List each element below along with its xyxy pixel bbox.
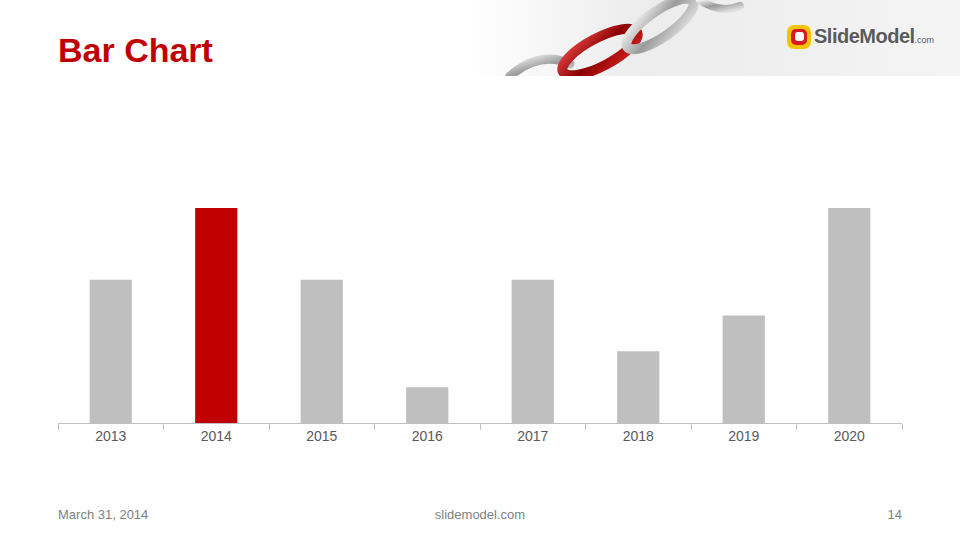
html-text:Bar Chart: Bar Chart — [58, 31, 213, 69]
html-text:14: 14 — [887, 507, 902, 522]
html-text:slidemodel.com: slidemodel.com — [434, 507, 526, 522]
html-text:March 31, 2014: March 31, 2014 — [58, 507, 149, 522]
svg-text:2020: 2020 — [834, 428, 865, 444]
svg-text:2017: 2017 — [517, 428, 548, 444]
html-text:.com: .com — [914, 35, 935, 45]
svg-text:2018: 2018 — [623, 428, 654, 444]
svg-text:2014: 2014 — [201, 428, 232, 444]
svg-text:2013: 2013 — [95, 428, 126, 444]
svg-text:2015: 2015 — [306, 428, 337, 444]
html-text:SlideModel: SlideModel — [814, 25, 915, 47]
svg-text:2016: 2016 — [412, 428, 443, 444]
svg-text:2019: 2019 — [728, 428, 759, 444]
